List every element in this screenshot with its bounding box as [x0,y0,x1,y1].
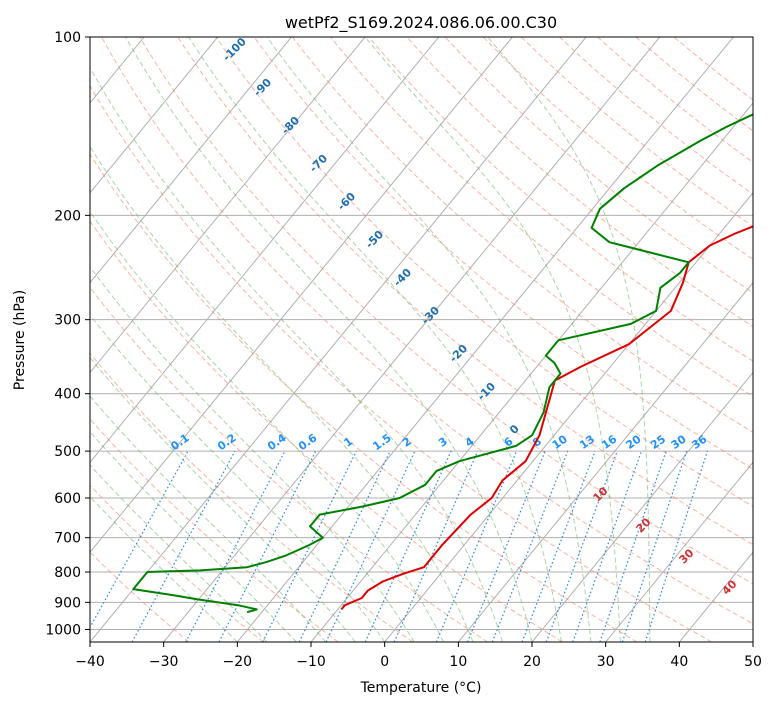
background-lines [90,37,753,642]
isotherm-line [90,37,366,374]
y-axis-label: Pressure (hPa) [12,290,28,390]
moist-adiabat-line [487,37,651,642]
temperature-line [340,225,753,611]
mixing-ratio-line [393,450,479,642]
x-tick-label: 10 [449,654,467,670]
dry-adiabat-line [100,37,753,625]
moist-adiabat-line [90,266,415,642]
moist-adiabat-line [90,314,386,642]
moist-adiabat-line [125,37,533,642]
mixing-ratio-line [262,450,357,642]
mixing-ratio-line [644,450,709,642]
moist-adiabat-line [266,37,592,642]
y-tick-label: 100 [54,30,81,46]
mixing-ratio-line [621,450,688,642]
x-tick-label: 0 [380,654,389,670]
x-tick-label: −20 [223,654,253,670]
moist-adiabat-line [90,495,238,642]
dry-adiabat-line [444,37,753,294]
isotherm-line [163,37,661,642]
isotherm-line [457,281,753,642]
moist-adiabat-line [90,356,356,642]
dry-adiabat-line [634,37,753,132]
dry-adiabat-line [90,418,339,642]
isotherm-line [90,37,440,464]
moist-adiabat-line [90,464,268,642]
dry-adiabat-line [139,37,753,585]
x-tick-label: −30 [149,654,179,670]
dry-adiabat-line [90,153,638,642]
x-tick-label: 40 [670,654,688,670]
mixing-ratio-line [364,450,452,642]
y-tick-label: 500 [54,444,81,460]
dry-adiabat-line [90,220,563,642]
mixing-ratio-line [325,450,416,642]
isotherm-line [384,192,753,642]
isotherm-line [90,37,219,194]
y-tick-label: 200 [54,208,81,224]
dry-adiabat-line [90,286,488,642]
moist-adiabat-line [90,395,327,642]
y-tick-label: 400 [54,387,81,403]
mixing-ratio-line [90,450,189,629]
dry-adiabat-line [291,37,753,433]
x-tick-label: 50 [744,654,762,670]
mixing-ratio-line [572,450,643,642]
profile-series [132,113,753,614]
y-tick-label: 600 [54,491,81,507]
dry-adiabat-line [596,37,753,163]
dry-adiabat-line [90,352,414,642]
y-tick-label: 700 [54,531,81,547]
dewpoint-line [132,113,753,614]
mixing-ratio-line [298,450,391,642]
isotherm-line [531,371,753,642]
isotherm-line [90,37,293,284]
y-tick-label: 300 [54,313,81,329]
moist-adiabat-line [90,66,503,642]
y-tick-label: 1000 [45,622,81,638]
y-tick-label: 800 [54,565,81,581]
x-tick-label: −40 [75,654,105,670]
mixing-ratio-line [599,450,667,642]
x-axis: −40 −30 −20 −10 0 10 20 30 40 50 [75,642,762,670]
mixing-ratio-line [435,450,518,642]
moist-adiabat-line [188,37,562,642]
dry-adiabat-line [90,84,712,642]
plot-frame [89,36,754,643]
moist-adiabat-line [90,431,297,642]
x-tick-label: 20 [523,654,541,670]
y-axis: 100 200 300 400 500 600 700 800 900 1000 [45,30,90,638]
isotherm-line [605,461,753,642]
x-tick-label: 30 [597,654,615,670]
dry-adiabat-line [367,37,753,362]
mixing-ratio-line [131,450,236,642]
x-tick-label: −10 [296,654,326,670]
isotherm-line [90,37,514,553]
x-axis-label: Temperature (°C) [360,680,482,696]
isotherm-line [90,37,587,642]
moist-adiabat-line [90,210,445,642]
chart-title: wetPf2_S169.2024.086.06.00.C30 [285,13,557,33]
dry-adiabat-line [177,37,753,546]
moist-adiabat-line [364,37,621,642]
isotherm-line [310,102,753,642]
y-tick-label: 900 [54,595,81,611]
dry-adiabat-line [520,37,753,228]
